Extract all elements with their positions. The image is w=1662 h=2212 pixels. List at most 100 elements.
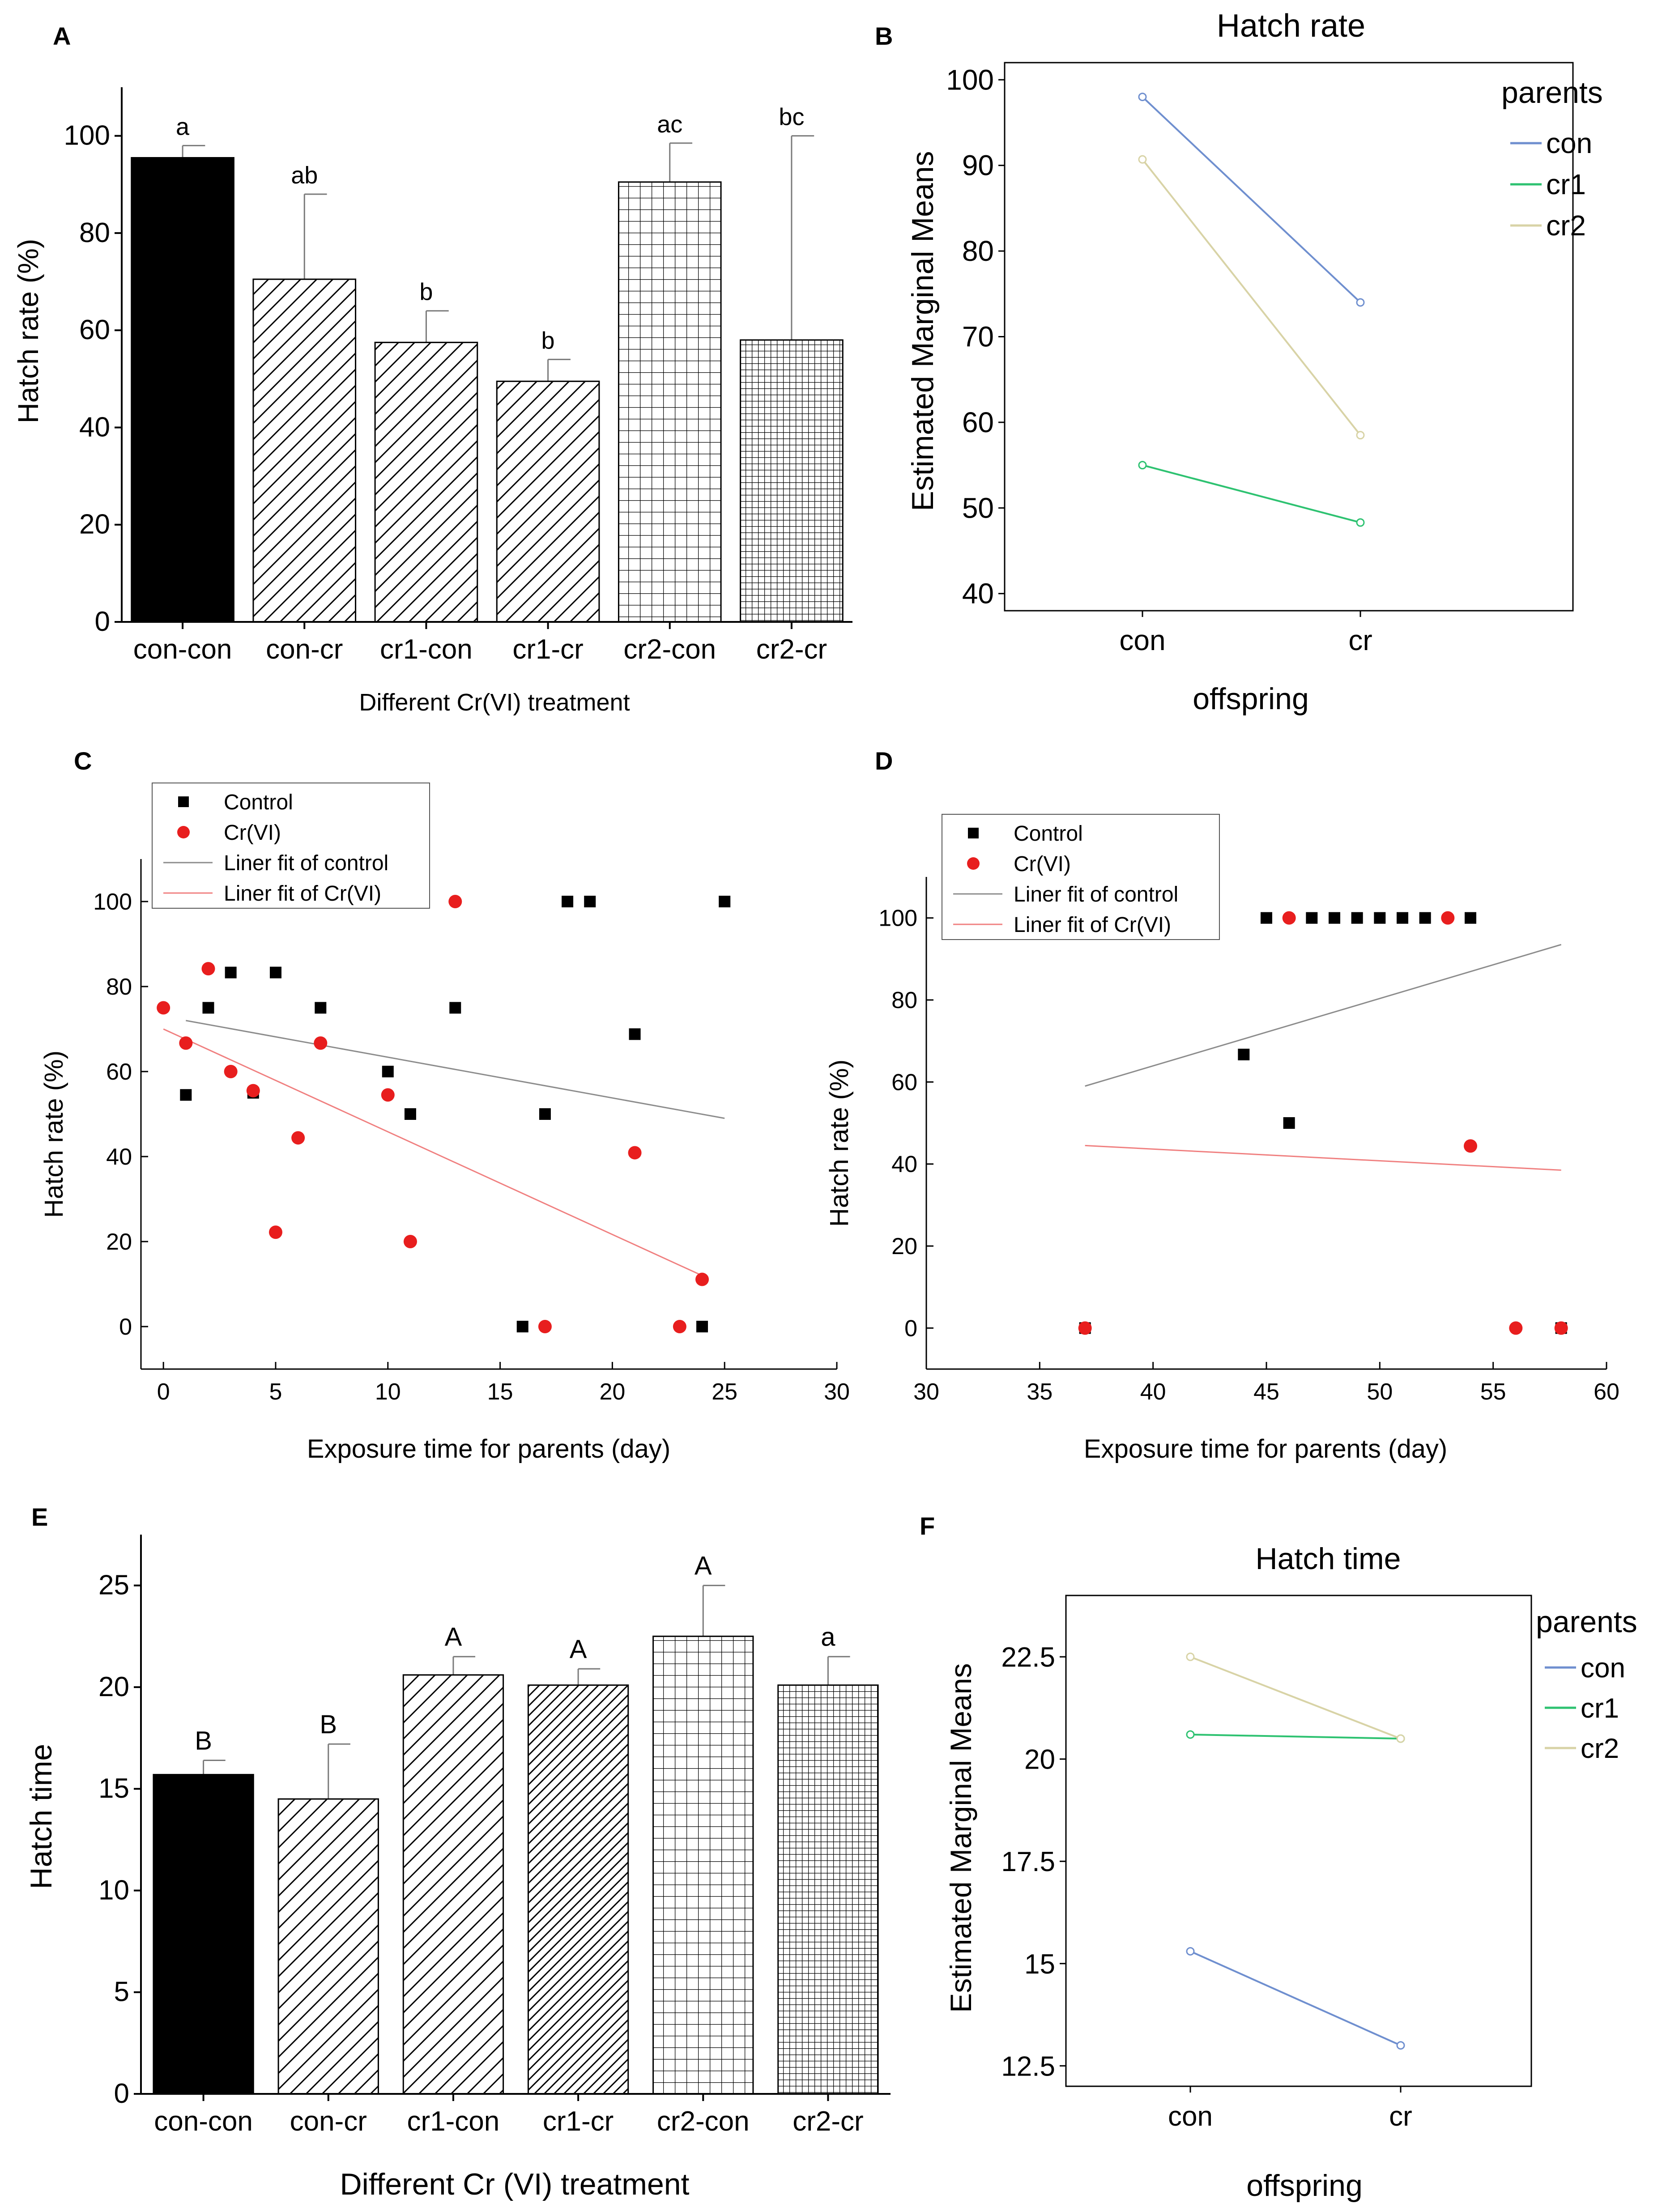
data-point-control	[1465, 912, 1476, 924]
data-point-crvi	[268, 1225, 282, 1239]
significance-letter: A	[445, 1623, 462, 1652]
y-tick-label: 90	[962, 149, 994, 182]
data-point-crvi	[291, 1131, 305, 1145]
data-point-crvi	[157, 1001, 170, 1015]
legend-label: Liner fit of Cr(VI)	[1014, 913, 1171, 937]
x-tick-label: 40	[1140, 1379, 1166, 1405]
y-tick-label: 60	[106, 1059, 132, 1085]
series-line	[1142, 464, 1361, 523]
y-tick-label: 15	[98, 1773, 129, 1804]
panel-label-b: B	[875, 22, 893, 50]
chart-f-hatch-time-means: Hatch time Estimated Marginal Means offs…	[944, 1542, 1637, 2203]
bar	[131, 157, 234, 623]
legend-label: cr2	[1581, 1733, 1619, 1764]
data-point-crvi	[673, 1320, 686, 1333]
legend-label: Cr(VI)	[1014, 852, 1071, 876]
y-tick-label: 5	[114, 1977, 129, 2008]
data-point-crvi	[224, 1065, 238, 1078]
chart-b-xlabel: offspring	[1193, 682, 1309, 716]
data-point-control	[1374, 912, 1386, 924]
bar	[618, 181, 722, 623]
x-tick-label: 0	[157, 1379, 170, 1405]
data-point-crvi	[1282, 911, 1296, 925]
series-line	[1190, 1656, 1401, 1740]
category-label: cr1-cr	[512, 634, 583, 665]
x-tick-label: 45	[1253, 1379, 1279, 1405]
data-point-crvi	[246, 1084, 260, 1097]
chart-c-ylabel: Hatch rate (%)	[39, 1051, 68, 1218]
y-tick-label: 10	[98, 1875, 129, 1906]
significance-letter: b	[419, 279, 433, 306]
category-label: con	[1119, 624, 1165, 656]
y-tick-label: 20	[1024, 1744, 1055, 1775]
chart-d-scatter-late: Hatch rate (%) Exposure time for parents…	[825, 814, 1619, 1463]
category-label: cr	[1389, 2101, 1412, 2132]
data-point-control	[382, 1066, 394, 1077]
legend-label: Liner fit of Cr(VI)	[224, 882, 381, 906]
y-tick-label: 0	[119, 1314, 132, 1340]
y-tick-label: 60	[79, 315, 110, 345]
y-tick-label: 100	[64, 120, 110, 151]
significance-letter: B	[195, 1727, 212, 1756]
bar	[496, 380, 600, 623]
data-point-crvi	[448, 895, 462, 908]
legend-label: Cr(VI)	[224, 821, 281, 845]
chart-a-hatch-rate-bars: Hatch rate (%) Different Cr(VI) treatmen…	[12, 87, 852, 716]
category-label: cr	[1348, 624, 1372, 656]
data-point-control	[539, 1108, 551, 1120]
category-label: con-cr	[266, 634, 343, 665]
x-tick-label: 30	[913, 1379, 939, 1405]
y-tick-label: 25	[98, 1570, 129, 1601]
legend-label: cr1	[1581, 1693, 1619, 1724]
data-point-control	[584, 896, 596, 907]
fit-line	[186, 1020, 725, 1119]
category-label: cr1-con	[407, 2106, 500, 2137]
chart-b-ylabel: Estimated Marginal Means	[906, 151, 940, 511]
chart-f-title: Hatch time	[1256, 1542, 1401, 1576]
chart-a-xlabel: Different Cr(VI) treatment	[359, 689, 630, 716]
data-point-control	[1306, 912, 1318, 924]
chart-b-title: Hatch rate	[1217, 8, 1365, 44]
series-point	[1138, 155, 1147, 164]
y-tick-label: 80	[106, 974, 132, 1000]
category-label: cr2-cr	[793, 2106, 863, 2137]
data-point-control	[1329, 912, 1340, 924]
series-point	[1356, 298, 1365, 307]
category-label: cr2-con	[657, 2106, 750, 2137]
series-point	[1356, 518, 1365, 527]
fit-line	[1085, 1144, 1561, 1171]
data-point-crvi	[628, 1146, 642, 1160]
significance-letter: A	[570, 1635, 587, 1664]
data-point-control	[629, 1028, 641, 1040]
series-point	[1356, 431, 1365, 440]
x-tick-label: 35	[1027, 1379, 1053, 1405]
y-tick-label: 0	[95, 606, 110, 637]
significance-letter: bc	[779, 104, 804, 131]
chart-e-xlabel: Different Cr (VI) treatment	[340, 2167, 690, 2201]
bar	[652, 1635, 754, 2095]
chart-a-ylabel: Hatch rate (%)	[12, 239, 44, 424]
x-tick-label: 55	[1480, 1379, 1506, 1405]
y-tick-label: 15	[1024, 1949, 1055, 1980]
data-point-crvi	[1464, 1139, 1477, 1153]
chart-d-ylabel: Hatch rate (%)	[825, 1059, 854, 1227]
category-label: con-con	[133, 634, 232, 665]
fit-line	[1085, 944, 1562, 1087]
data-point-crvi	[179, 1036, 193, 1050]
y-tick-label: 12.5	[1001, 2051, 1055, 2082]
chart-b-legend-title: parents	[1501, 76, 1603, 110]
data-point-control	[516, 1321, 528, 1332]
y-tick-label: 20	[98, 1672, 129, 1702]
series-point	[1186, 1652, 1195, 1661]
chart-b-hatch-rate-means: Hatch rate Estimated Marginal Means offs…	[906, 8, 1603, 716]
significance-letter: A	[695, 1552, 712, 1581]
series-point	[1186, 1730, 1195, 1739]
chart-f-legend-title: parents	[1536, 1605, 1637, 1639]
data-point-control	[1397, 912, 1408, 924]
series-point	[1396, 1734, 1405, 1743]
significance-letter: ac	[657, 111, 682, 138]
legend-marker-square	[968, 828, 979, 838]
data-point-control	[696, 1321, 708, 1332]
category-label: cr2-con	[623, 634, 716, 665]
